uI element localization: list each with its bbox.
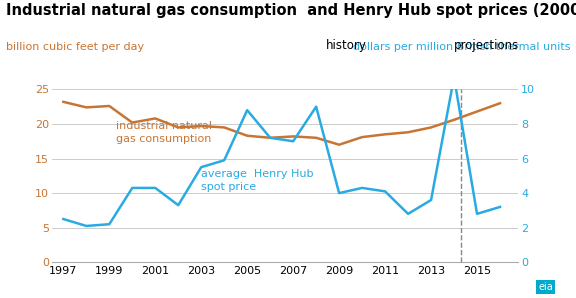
Text: billion cubic feet per day: billion cubic feet per day: [6, 42, 144, 52]
Text: eia: eia: [538, 282, 553, 292]
Text: history: history: [326, 39, 367, 52]
Text: average  Henry Hub
spot price: average Henry Hub spot price: [201, 169, 314, 192]
Text: dollars per million British thermal units: dollars per million British thermal unit…: [353, 42, 570, 52]
Text: Industrial natural gas consumption  and Henry Hub spot prices (2000-16): Industrial natural gas consumption and H…: [6, 3, 576, 18]
Text: projections: projections: [454, 39, 520, 52]
Text: industrial natural
gas consumption: industrial natural gas consumption: [116, 120, 212, 144]
